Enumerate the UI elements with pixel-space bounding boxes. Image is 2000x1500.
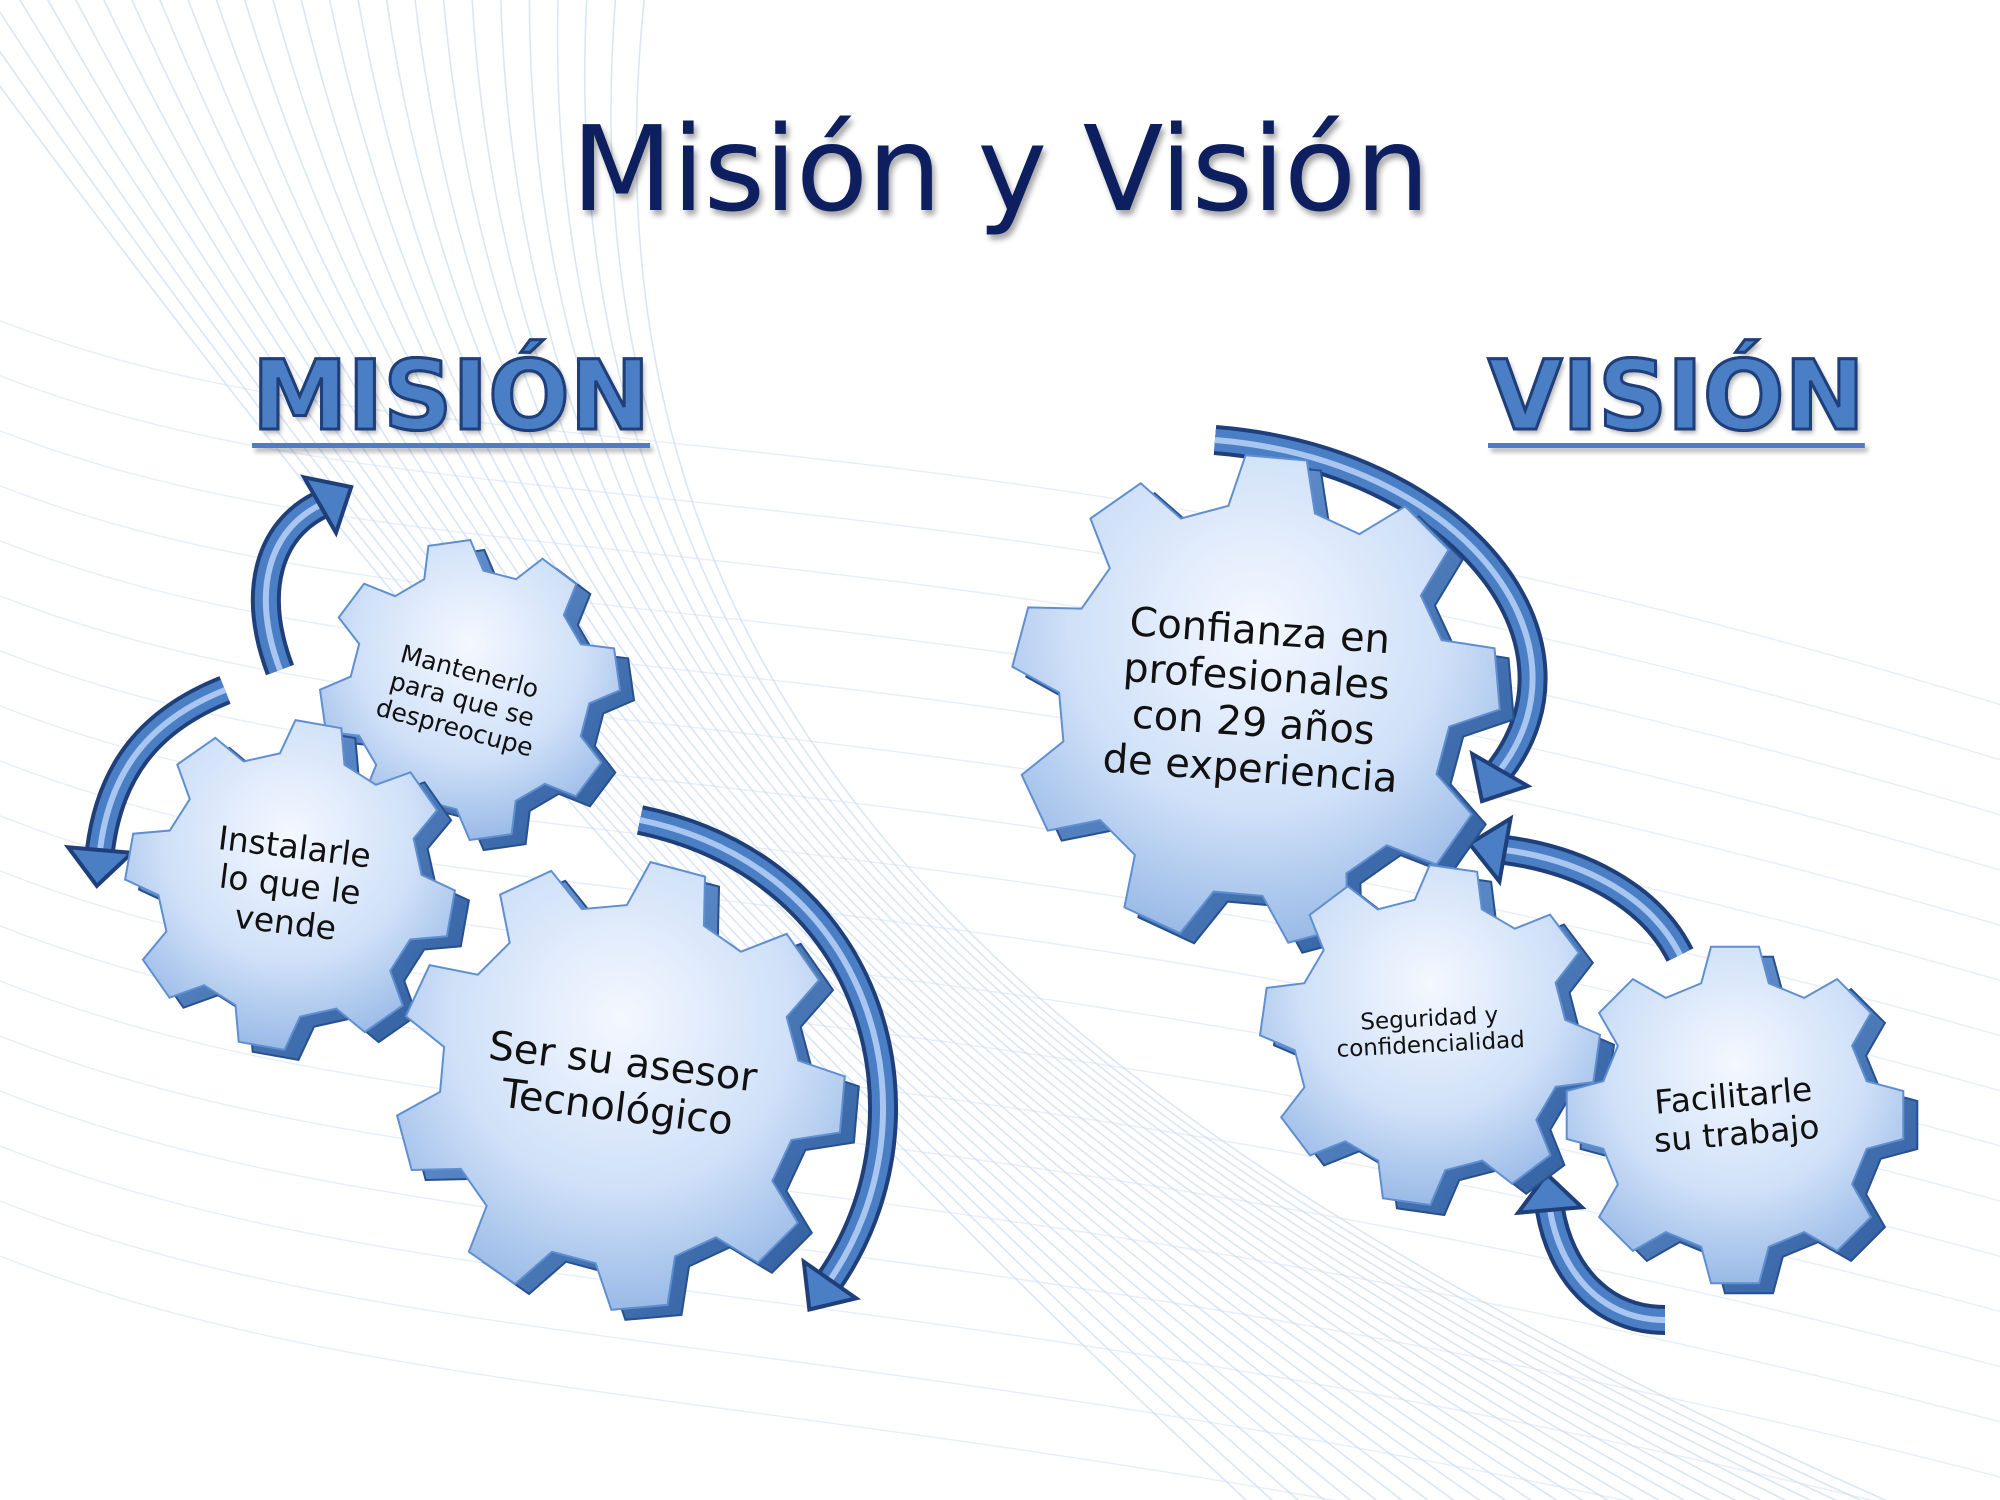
background-line (300, 0, 1584, 1500)
background-line (187, 0, 1481, 1500)
gear-seguridad (1258, 863, 1616, 1217)
background-line (610, 0, 1862, 1500)
gear-asesor (395, 860, 860, 1321)
curved-arrow-asesor-right (636, 805, 898, 1312)
arrow-head (801, 1257, 862, 1312)
background-line (0, 1145, 1874, 1500)
arrow-head (1513, 1171, 1587, 1216)
arrow-head (1466, 814, 1514, 887)
curved-arrow-confianza (1213, 425, 1548, 804)
background-line (215, 0, 1507, 1500)
curved-arrow-bottom-right (1513, 1171, 1666, 1335)
background-line (0, 484, 2000, 871)
background-line (500, 0, 1762, 1500)
curved-arrow-mid-right (1466, 814, 1694, 963)
gear-label-confianza: Confianza en profesionales con 29 años de e… (1053, 595, 1457, 806)
background-line (0, 1200, 1627, 1500)
background-line (243, 0, 1533, 1500)
curved-arrow-left (63, 676, 231, 889)
arrow-head (300, 474, 354, 538)
curved-arrow-top-left (250, 474, 354, 676)
background-line (471, 0, 1737, 1500)
background-line (385, 0, 1661, 1500)
background-line (357, 0, 1635, 1500)
gear-mantenerlo (318, 538, 636, 852)
slide-title: Misión y Visión (571, 100, 1430, 238)
background-line (442, 0, 1711, 1500)
background-line (0, 374, 2000, 761)
background-line (0, 539, 2000, 927)
gear-confianza (1011, 454, 1515, 954)
background-line (272, 0, 1558, 1500)
arrow-head (1469, 750, 1533, 804)
background-line (0, 429, 2000, 816)
gear-facilitarle (1565, 945, 1919, 1295)
background-line (0, 650, 2000, 1037)
background-line (103, 0, 1404, 1500)
background-line (528, 0, 1787, 1500)
background-line (556, 0, 1812, 1500)
background-line (328, 0, 1610, 1500)
background-line (0, 1255, 1337, 1500)
vision-heading: VISIÓN (1487, 339, 1867, 454)
background-line (0, 319, 2000, 706)
background-line (159, 0, 1455, 1500)
mision-heading: MISIÓN (250, 339, 651, 454)
background-line (414, 0, 1686, 1500)
background-line (583, 0, 1837, 1500)
background-line (635, 0, 1887, 1500)
background-line (131, 0, 1430, 1500)
arrow-head (63, 844, 137, 889)
gear-instalarle (123, 718, 471, 1062)
